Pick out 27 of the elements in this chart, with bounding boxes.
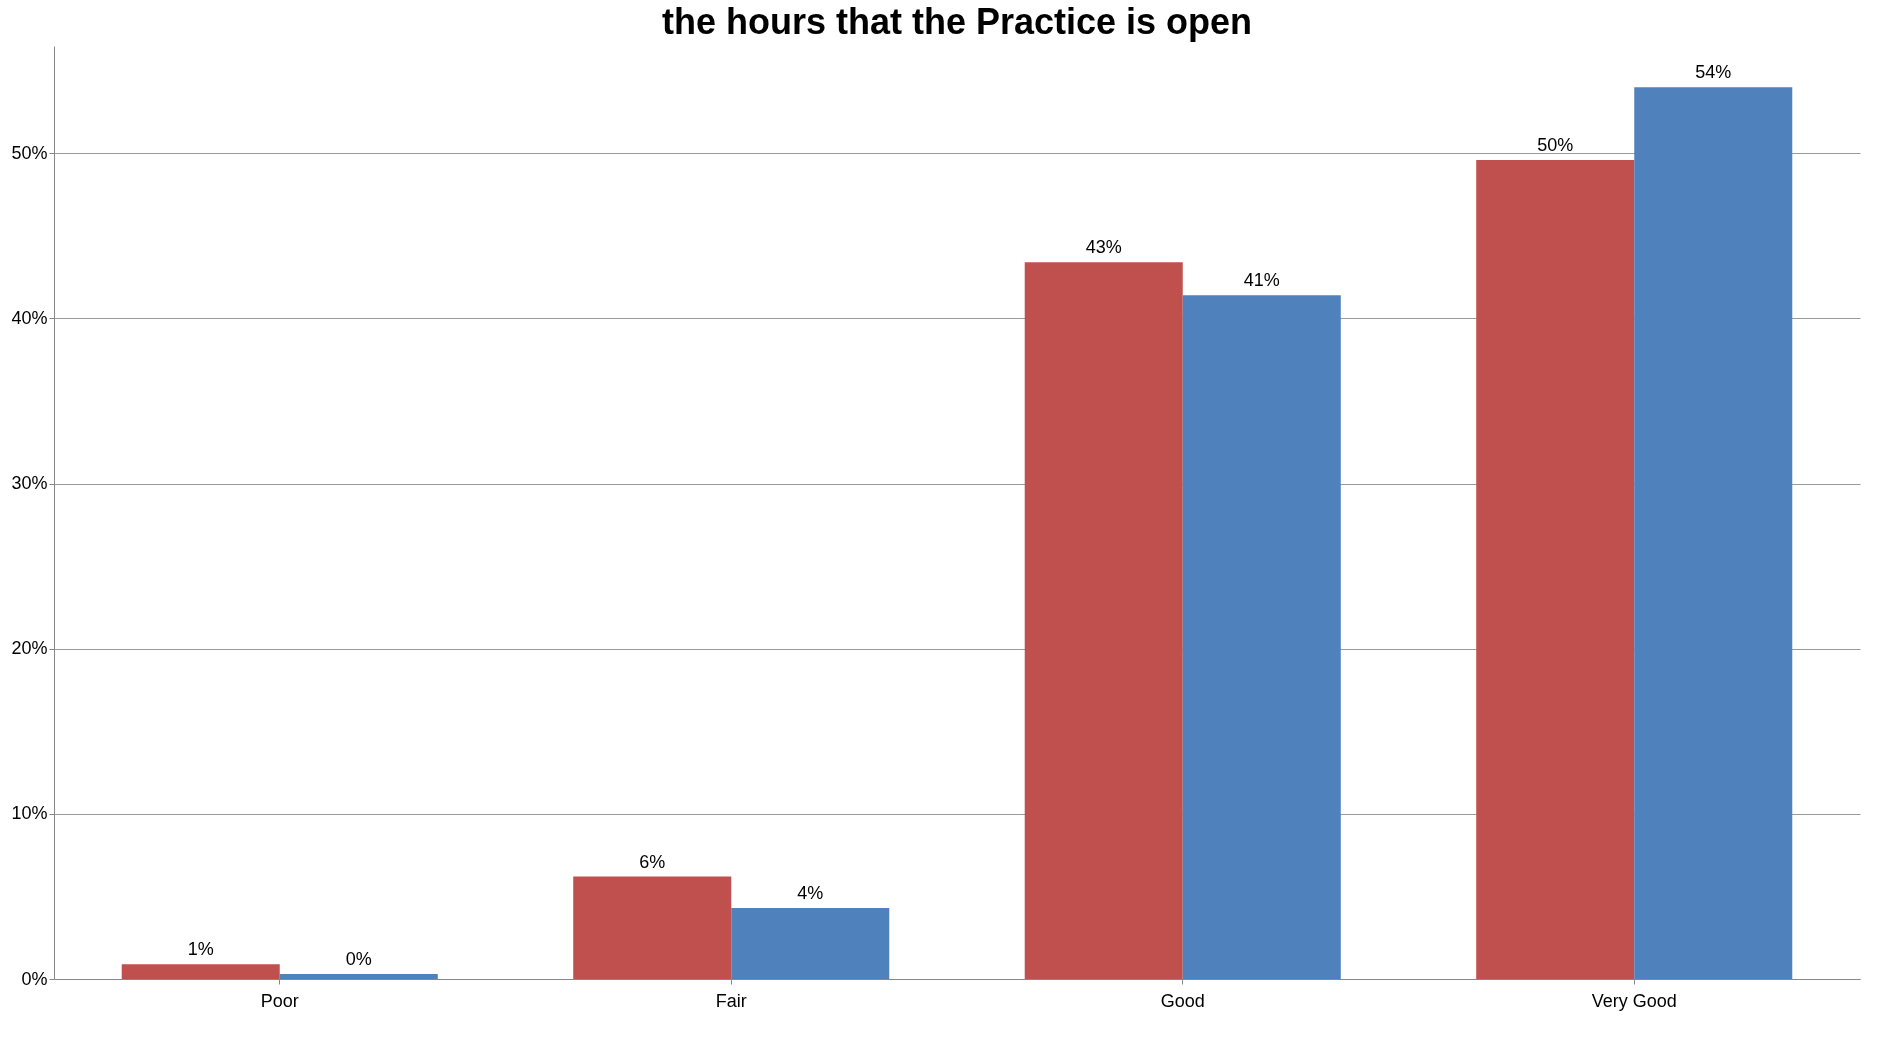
x-tick-label: Very Good	[1591, 990, 1677, 1011]
data-label: 50%	[1537, 134, 1574, 155]
bar	[1182, 295, 1341, 979]
bar	[1024, 262, 1183, 979]
data-label: 4%	[797, 882, 824, 903]
x-tick-label: Good	[1160, 990, 1205, 1011]
chart-title: the hours that the Practice is open	[661, 1, 1253, 42]
data-label: 0%	[345, 949, 372, 970]
y-tick-label: 0%	[21, 968, 48, 989]
y-tick-label: 10%	[11, 803, 48, 824]
data-label: 54%	[1695, 62, 1732, 83]
data-label: 41%	[1243, 270, 1280, 291]
bar	[121, 964, 280, 979]
bar	[1634, 87, 1793, 979]
x-tick-label: Poor	[260, 990, 299, 1011]
y-tick-label: 20%	[11, 638, 48, 659]
y-tick-label: 40%	[11, 307, 48, 328]
y-tick-label: 30%	[11, 473, 48, 494]
bar	[279, 974, 438, 979]
bar	[1476, 159, 1635, 979]
bar	[573, 876, 732, 979]
data-label: 43%	[1085, 237, 1122, 258]
y-tick-label: 50%	[11, 142, 48, 163]
data-label: 6%	[639, 851, 666, 872]
bar	[731, 907, 890, 979]
x-tick-label: Fair	[715, 990, 747, 1011]
data-label: 1%	[187, 939, 214, 960]
